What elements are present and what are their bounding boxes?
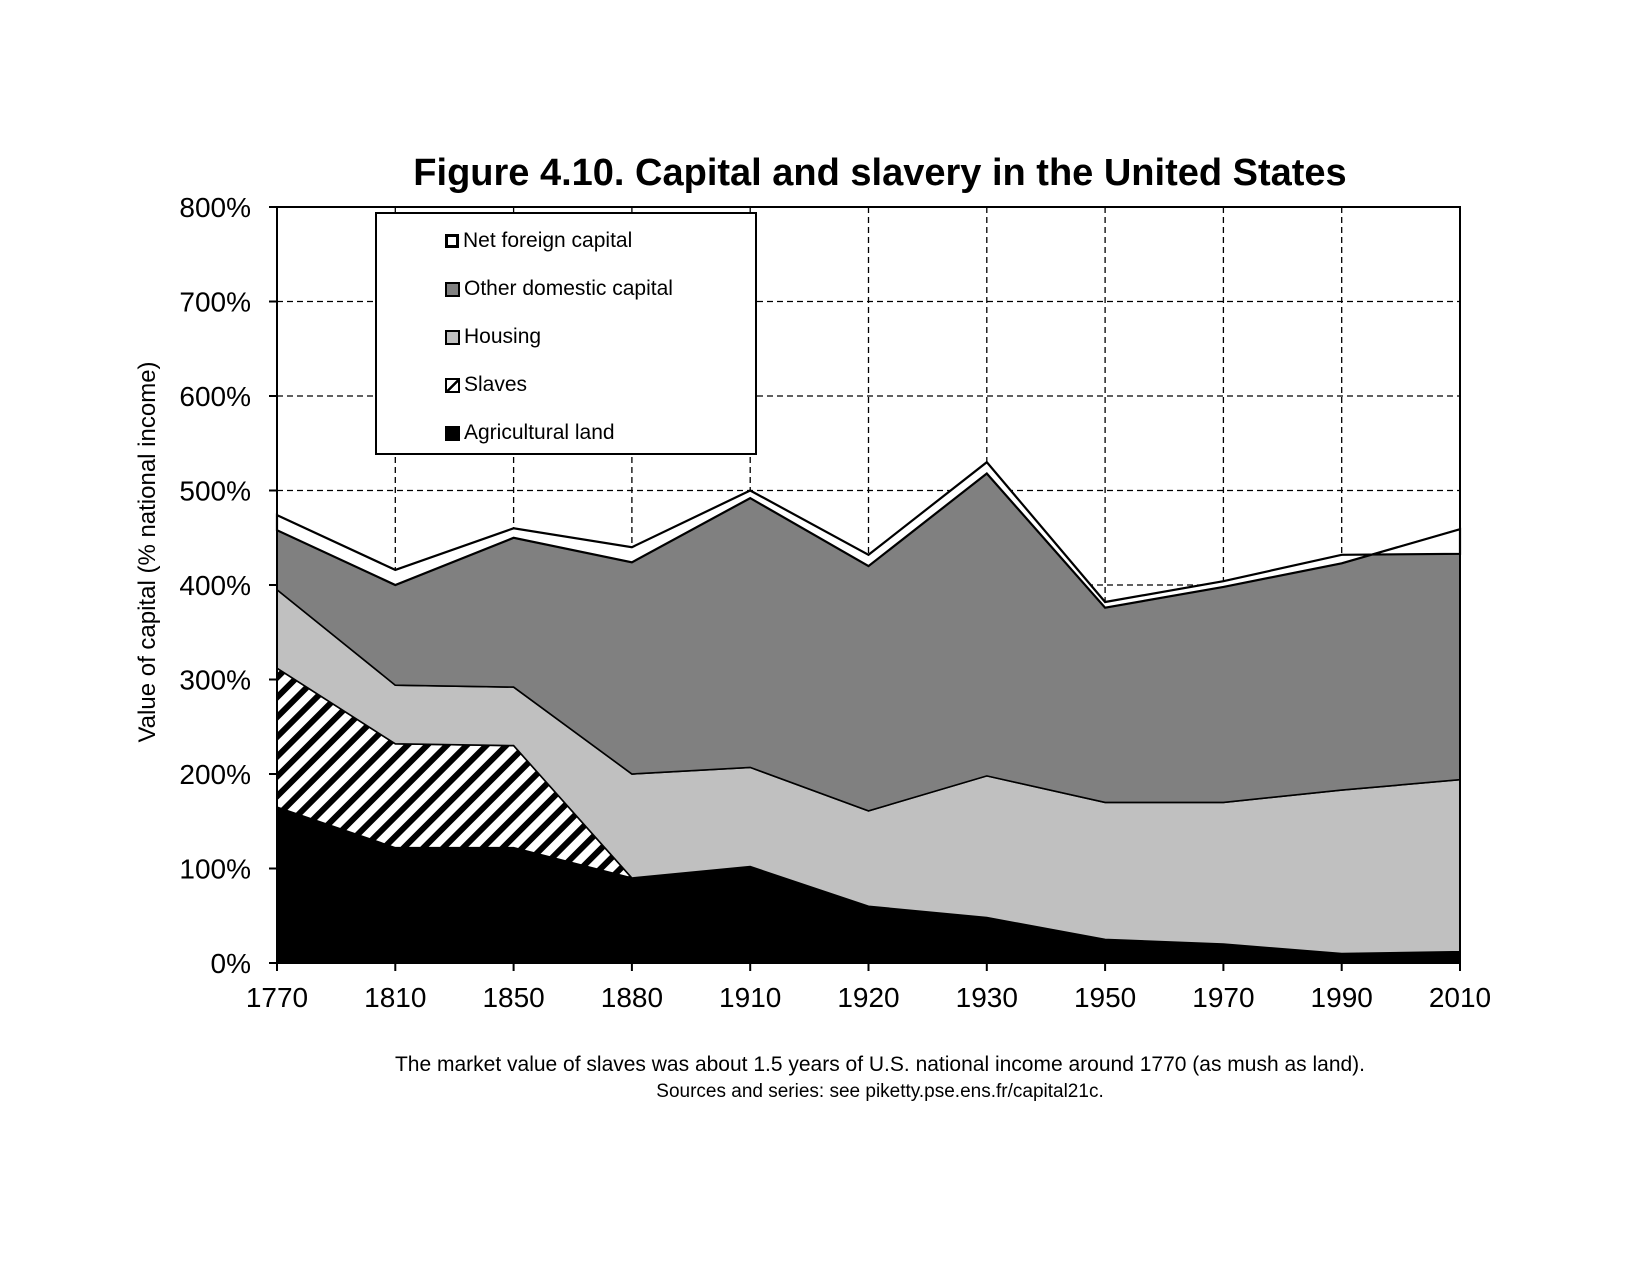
net-foreign-capital-swatch [445, 234, 459, 248]
legend-item-net-foreign-capital: Net foreign capital [445, 228, 632, 254]
y-tick-label: 500% [179, 476, 251, 507]
chart-source: Sources and series: see piketty.pse.ens.… [656, 1081, 1104, 1102]
y-axis-label: Value of capital (% national income) [134, 361, 161, 743]
x-tick-label: 1880 [601, 982, 663, 1013]
chart-title: Figure 4.10. Capital and slavery in the … [413, 152, 1347, 194]
x-tick-label: 1920 [837, 982, 899, 1013]
legend-label: Net foreign capital [463, 229, 633, 252]
legend-label: Agricultural land [464, 421, 615, 444]
x-tick-label: 1950 [1074, 982, 1136, 1013]
x-tick-label: 1990 [1311, 982, 1373, 1013]
legend-item-slaves: Slaves [445, 372, 527, 398]
y-tick-label: 600% [179, 381, 251, 412]
other-domestic-capital-swatch [445, 281, 460, 297]
x-tick-label: 2010 [1429, 982, 1491, 1013]
legend-item-agricultural-land: Agricultural land [445, 420, 615, 446]
x-tick-label: 1770 [246, 982, 308, 1013]
x-tick-label: 1810 [364, 982, 426, 1013]
legend-label: Housing [464, 325, 542, 348]
x-tick-label: 1910 [719, 982, 781, 1013]
chart-note: The market value of slaves was about 1.5… [394, 1053, 1366, 1076]
y-tick-label: 400% [179, 570, 251, 601]
legend-item-housing: Housing [445, 324, 541, 350]
y-tick-label: 100% [179, 854, 251, 885]
slaves-swatch [445, 377, 460, 393]
axes: 0% 100% 200% 300% 400% 500% 600% 700% 800% 1770 18… [179, 192, 1491, 1013]
y-tick-label: 0% [211, 948, 251, 979]
y-tick-label: 200% [179, 759, 251, 790]
legend-label: Other domestic capital [464, 277, 673, 300]
x-tick-label: 1930 [956, 982, 1018, 1013]
y-tick-label: 300% [179, 665, 251, 696]
area-series [275, 460, 1462, 964]
housing-swatch [445, 329, 460, 345]
legend-label: Slaves [464, 373, 528, 396]
x-tick-label: 1970 [1192, 982, 1254, 1013]
legend-item-other-domestic-capital: Other domestic capital [445, 276, 673, 302]
legend: Net foreign capital Other domestic capit… [375, 212, 757, 455]
y-tick-label: 700% [179, 287, 251, 318]
agricultural-land-swatch [445, 425, 460, 441]
y-tick-label: 800% [179, 192, 251, 223]
x-tick-label: 1850 [482, 982, 544, 1013]
